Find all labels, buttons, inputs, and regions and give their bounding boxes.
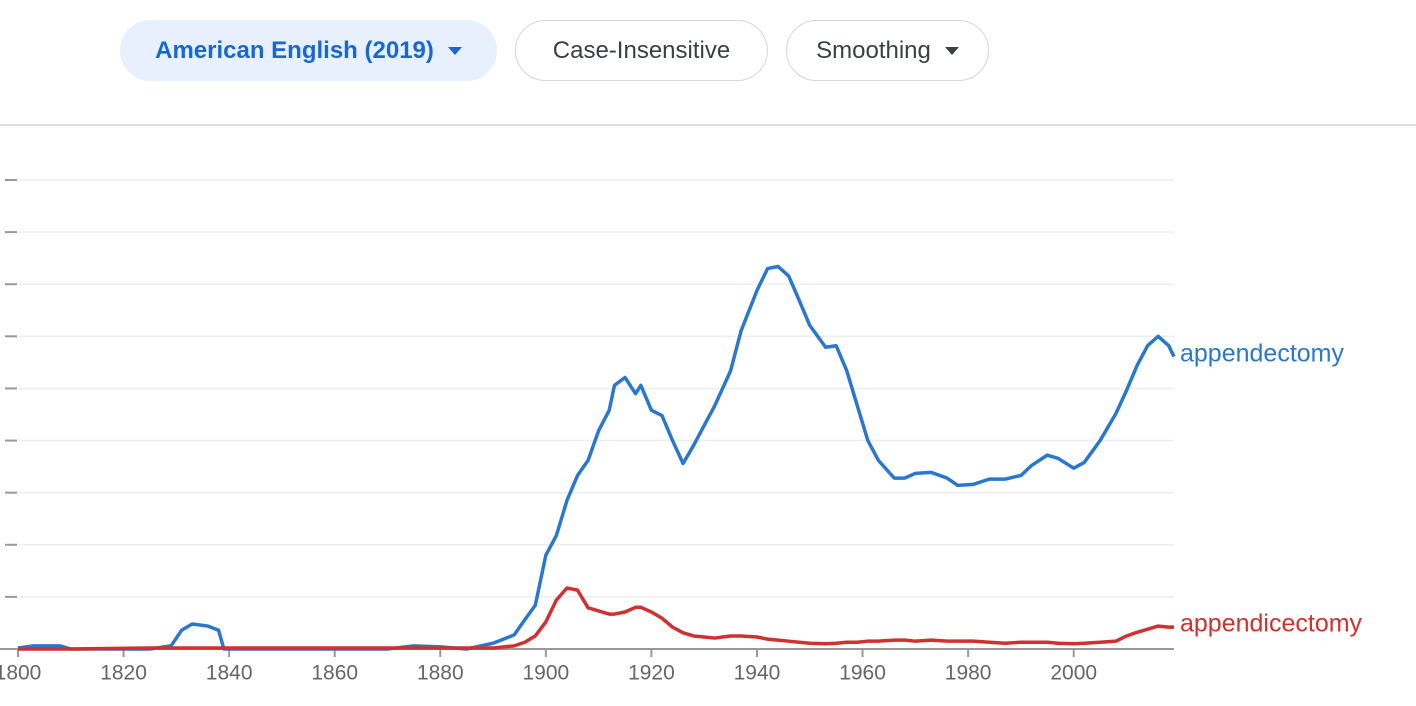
x-tick-label: 1980 (945, 662, 992, 685)
series-label: appendectomy (1180, 339, 1345, 367)
corpus-button[interactable]: American English (2019) (120, 20, 497, 81)
series-label: appendicectomy (1180, 610, 1363, 638)
smoothing-label: Smoothing (816, 36, 931, 64)
series-line (18, 586, 1174, 651)
x-tick-label: 1860 (311, 662, 358, 685)
x-tick-label: 2000 (1050, 662, 1097, 685)
x-tick-label: 1840 (206, 662, 253, 685)
x-tick-label: 1940 (734, 662, 781, 685)
caret (447, 46, 462, 55)
case-label: Case-Insensitive (552, 36, 731, 64)
x-tick-label: 1880 (417, 662, 464, 685)
corpus-label: American English (2019) (155, 36, 434, 64)
x-tick-label: 1960 (839, 662, 886, 685)
x-tick-label: 1800 (0, 662, 41, 685)
x-tick-label: 1920 (628, 662, 675, 685)
x-tick-label: 1900 (522, 662, 569, 685)
series-line (17, 264, 1176, 651)
divider (0, 124, 1416, 126)
smoothing-button[interactable]: Smoothing (786, 20, 989, 81)
case-button[interactable]: Case-Insensitive (515, 20, 768, 81)
x-tick-label: 1820 (100, 662, 147, 685)
caret (944, 46, 959, 55)
